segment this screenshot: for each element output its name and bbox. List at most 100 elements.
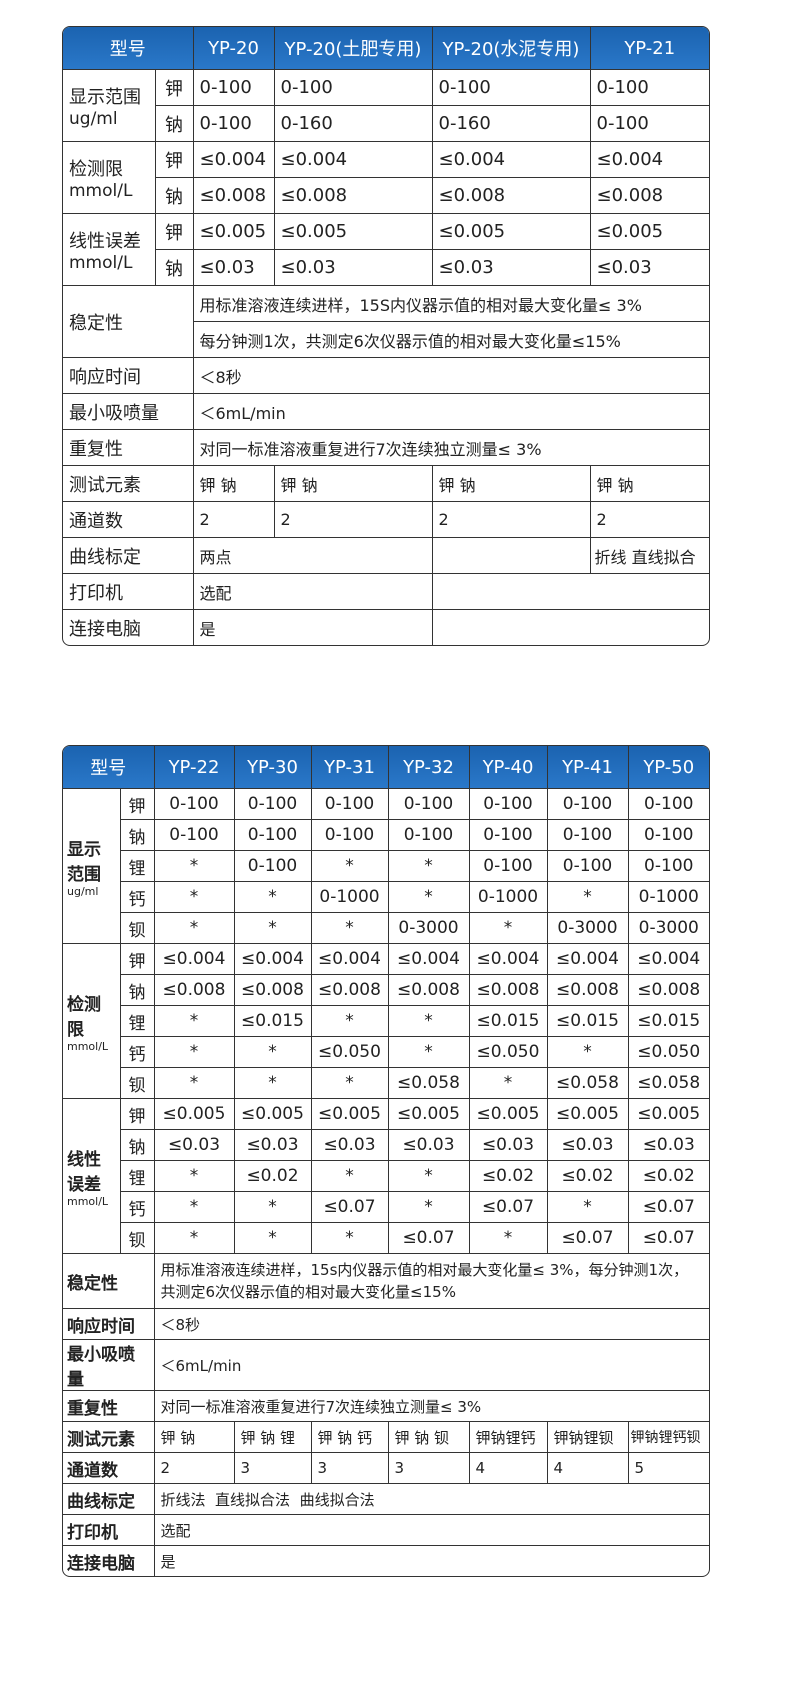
row-label: 最小吸喷量 <box>63 393 194 430</box>
table-row: 钙 * * ≤0.050 * ≤0.050 * ≤0.050 <box>63 1036 709 1068</box>
table-row: 连接电脑是 <box>63 1545 709 1576</box>
value-cell: 0-3000 <box>546 912 629 944</box>
value-cell: * <box>310 850 389 882</box>
row-label: 曲线标定 <box>63 1483 155 1515</box>
group-label: 线性误差 mmol/L <box>63 213 156 286</box>
element-cell: 钡 <box>120 1222 155 1254</box>
value-cell: ≤0.03 <box>627 1129 709 1161</box>
table-row: 型号 YP-22 YP-30 YP-31 YP-32 YP-40 YP-41 YP-50 <box>63 746 709 789</box>
table-row: 响应时间 ＜8秒 <box>63 1308 709 1340</box>
value-cell: ≤0.004 <box>468 943 548 975</box>
value-cell: 钾 钠 <box>589 465 709 502</box>
value-cell: ≤0.050 <box>310 1036 389 1068</box>
value-cell: * <box>153 1222 235 1254</box>
value-cell: ≤0.008 <box>431 177 591 214</box>
group-name: 线性误差 <box>69 230 141 252</box>
value-cell: 2 <box>273 501 433 538</box>
group-unit: ug/ml <box>67 884 99 898</box>
value-cell: ≤0.005 <box>233 1098 312 1130</box>
group-unit: mmol/L <box>69 252 133 273</box>
value-cell: 0-100 <box>431 69 591 106</box>
value-cell: 0-160 <box>431 105 591 142</box>
value-cell: ≤0.050 <box>627 1036 709 1068</box>
value-cell: ＜8秒 <box>153 1308 709 1340</box>
element-cell: 钠 <box>155 249 194 286</box>
value-cell: * <box>468 912 548 944</box>
value-cell: ≤0.008 <box>273 177 433 214</box>
value-cell: ≤0.008 <box>387 974 470 1006</box>
value-cell: ≤0.005 <box>431 213 591 250</box>
value-cell: * <box>387 1191 470 1223</box>
value-cell: ≤0.07 <box>627 1222 709 1254</box>
value-cell: 0-1000 <box>310 881 389 913</box>
value-cell: ≤0.004 <box>273 141 433 178</box>
row-label: 连接电脑 <box>63 609 194 645</box>
table-row: 测试元素钾 钠钾 钠 锂钾 钠 钙钾 钠 钡钾钠锂钙 钾钠锂钡 钾钠锂钙钡 <box>63 1421 709 1453</box>
value-cell: 0-100 <box>468 850 548 882</box>
table-row: 曲线标定 折线法 直线拟合法 曲线拟合法 <box>63 1483 709 1515</box>
table-row: 线性误差 mmol/L 钾 ≤0.005 ≤0.005 ≤0.005 ≤0.005 ≤0.00… <box>63 1098 709 1254</box>
element-cell: 钙 <box>120 881 155 913</box>
value-cell: * <box>387 1036 470 1068</box>
table-row: 钠 ≤0.03 ≤0.03 ≤0.03 ≤0.03 ≤0.03 ≤0.03 ≤0.03 <box>63 1129 709 1161</box>
group-unit: ug/ml <box>69 108 118 129</box>
value-cell: 钾 钠 <box>431 465 591 502</box>
value-cell: 2 <box>192 501 275 538</box>
table-row: 钡 * * * ≤0.058 * ≤0.058 ≤0.058 <box>63 1067 709 1099</box>
value-cell: * <box>153 1067 235 1099</box>
table-row: 最小吸喷量 ＜6mL/min <box>63 393 709 430</box>
table-row: 每分钟测1次，共测定6次仪器示值的相对最大变化量≤15% <box>63 321 709 358</box>
value-cell: ≤0.005 <box>387 1098 470 1130</box>
value-cell: * <box>387 1160 470 1192</box>
value-cell: ＜6mL/min <box>153 1339 709 1391</box>
element-cell: 钡 <box>120 912 155 944</box>
value-cell: ≤0.015 <box>233 1005 312 1037</box>
group-name: 检测限 <box>69 158 123 180</box>
value-cell: ≤0.07 <box>310 1191 389 1223</box>
group-label: 检测限 mmol/L <box>63 943 121 1099</box>
value-cell: * <box>153 850 235 882</box>
value-cell: ≤0.008 <box>192 177 275 214</box>
value-cell: 折线法 直线拟合法 曲线拟合法 <box>153 1483 709 1515</box>
value-cell: 0-1000 <box>627 881 709 913</box>
value-cell: 0-160 <box>273 105 433 142</box>
value-cell: 0-100 <box>546 788 629 820</box>
table-row: 连接电脑是 <box>63 609 709 645</box>
value-cell: 0-100 <box>192 69 275 106</box>
value-cell: ≤0.058 <box>627 1067 709 1099</box>
value-cell: 钾钠锂钡 <box>546 1421 629 1453</box>
value-cell: ≤0.03 <box>431 249 591 286</box>
table-row: 检测限 mmol/L 钾 ≤0.004 ≤0.004 ≤0.004 ≤0.004 <box>63 141 709 214</box>
value-cell: ≤0.005 <box>273 213 433 250</box>
value-cell: 4 <box>546 1452 629 1484</box>
value-cell: * <box>233 1222 312 1254</box>
row-label: 重复性 <box>63 429 194 466</box>
element-cell: 钠 <box>120 819 155 851</box>
table-row: 钠 ≤0.008 ≤0.008 ≤0.008 ≤0.008 <box>63 177 709 214</box>
header-cell: YP-20(水泥专用) <box>431 27 591 70</box>
value-cell: 0-100 <box>627 850 709 882</box>
value-cell: ≤0.015 <box>627 1005 709 1037</box>
value-cell: 0-1000 <box>468 881 548 913</box>
value-cell: * <box>233 881 312 913</box>
table-row: 线性误差 mmol/L 钾 ≤0.005 ≤0.005 ≤0.005 ≤0.005 <box>63 213 709 286</box>
element-cell: 钾 <box>154 69 194 106</box>
value-cell: 2 <box>431 501 591 538</box>
value-cell: ≤0.02 <box>546 1160 629 1192</box>
value-cell: ≤0.005 <box>468 1098 548 1130</box>
value-cell: 0-100 <box>546 819 629 851</box>
table-row: 钠 0-100 0-160 0-160 0-100 <box>63 105 709 142</box>
table-row: 响应时间 ＜8秒 <box>63 357 709 394</box>
value-cell: ≤0.008 <box>153 974 235 1006</box>
value-cell: ≤0.005 <box>589 213 709 250</box>
value-cell: ≤0.015 <box>468 1005 548 1037</box>
value-cell: ≤0.03 <box>387 1129 470 1161</box>
value-cell: ≤0.015 <box>546 1005 629 1037</box>
value-cell: ≤0.03 <box>546 1129 629 1161</box>
header-cell: YP-50 <box>627 746 709 789</box>
element-cell: 钡 <box>120 1067 155 1099</box>
row-label: 重复性 <box>63 1390 155 1422</box>
row-label: 稳定性 <box>63 285 194 358</box>
header-cell: YP-40 <box>468 746 548 789</box>
